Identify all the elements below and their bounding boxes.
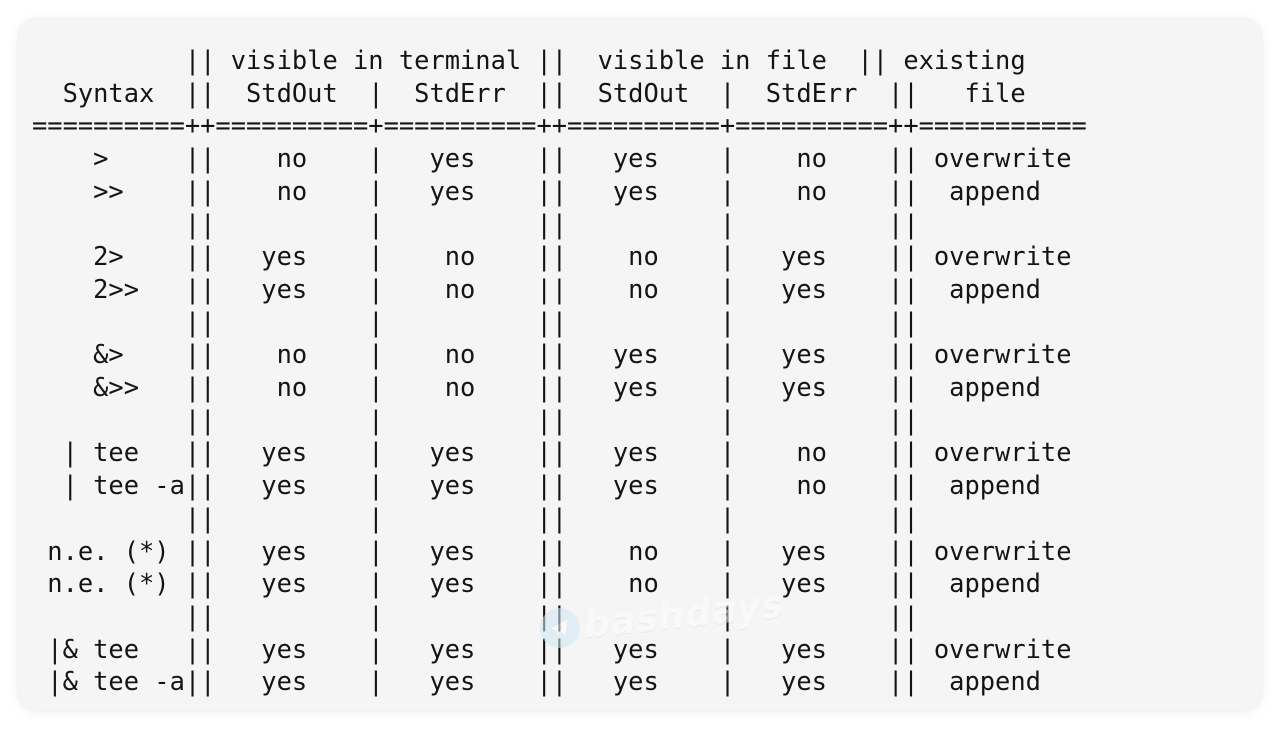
table-row: &> || no | no || yes | yes || overwrite xyxy=(32,339,1072,370)
table-row: || | || | || xyxy=(32,306,919,337)
table-row: &>> || no | no || yes | yes || append xyxy=(32,372,1041,403)
table-row: 2>> || yes | no || no | yes || append xyxy=(32,273,1041,304)
table-row: n.e. (*) || yes | yes || no | yes || app… xyxy=(32,568,1041,599)
table-row: | tee -a|| yes | yes || yes | no || appe… xyxy=(32,470,1041,501)
table-row: >> || no | yes || yes | no || append xyxy=(32,175,1041,206)
table-row: |& tee || yes | yes || yes | yes || over… xyxy=(32,633,1072,664)
table-row: || | || | || xyxy=(32,208,919,239)
table-separator-line: ==========++==========+==========++=====… xyxy=(32,110,1087,141)
table-row: |& tee -a|| yes | yes || yes | yes || ap… xyxy=(32,666,1041,697)
table-row: || | || | || xyxy=(32,404,919,435)
table-row: | tee || yes | yes || yes | no || overwr… xyxy=(32,437,1072,468)
redirection-table: || visible in terminal || visible in fil… xyxy=(18,44,1262,698)
table-header-line: Syntax || StdOut | StdErr || StdOut | St… xyxy=(32,77,1026,108)
table-row: n.e. (*) || yes | yes || no | yes || ove… xyxy=(32,535,1072,566)
ascii-table-block: || visible in terminal || visible in fil… xyxy=(18,18,1262,710)
content-card: || visible in terminal || visible in fil… xyxy=(18,18,1262,710)
table-header-line: || visible in terminal || visible in fil… xyxy=(32,45,1026,75)
table-row: || | || | || xyxy=(32,600,919,631)
table-row: 2> || yes | no || no | yes || overwrite xyxy=(32,241,1072,272)
table-row: || | || | || xyxy=(32,502,919,533)
table-row: > || no | yes || yes | no || overwrite xyxy=(32,143,1072,174)
